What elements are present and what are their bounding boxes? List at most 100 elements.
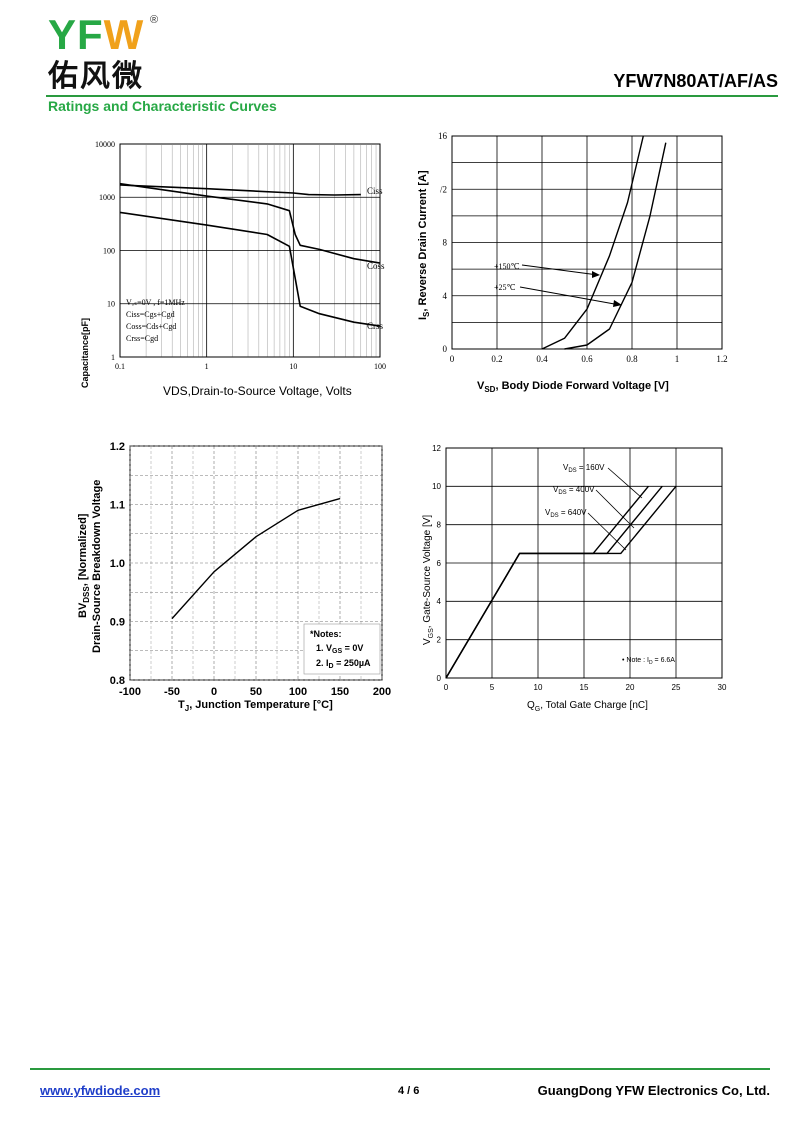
y-tick-label: 4 [443,291,448,301]
capacitance-grid [119,143,381,358]
series-label-coss: Coss [367,261,385,271]
annotation-25c: +25℃ [494,283,516,292]
company-logo: YFW ® 佑风微 [48,14,178,94]
body-diode-grid [451,135,723,350]
breakdown-ylabel-1: BVDSS, [Normalized] [77,513,91,618]
y-tick-label: 1.1 [110,499,125,511]
x-tick-label: 0 [450,354,455,364]
svg-text:VDS = 160V: VDS = 160V [563,463,605,474]
x-tick-label: 0 [444,683,449,692]
y-tick-label: 4 [437,597,442,606]
x-tick-label: 0.8 [626,354,638,364]
x-tick-label: 1 [205,362,209,371]
breakdown-xlabel: TJ, Junction Temperature [°C] [178,699,333,713]
x-tick-label: 0.1 [115,362,125,371]
body-diode-series-0 [541,135,644,350]
part-number: YFW7N80AT/AF/AS [613,71,778,91]
y-tick-label: 1.2 [110,441,125,453]
page-number: 4 / 6 [398,1085,420,1097]
breakdown-ylabel-2: Drain-Source Breakdown Voltage [91,480,103,653]
leader-640v [587,512,627,551]
section-title: Ratings and Characteristic Curves [48,98,277,114]
y-tick-label: 1 [111,353,115,362]
x-tick-label: 1.2 [716,354,727,364]
gate-charge-curves [445,485,677,679]
series-label-ciss: Ciss [367,186,383,196]
website-link[interactable]: www.yfwdiode.com [40,1083,161,1098]
arrowhead-150c [592,271,600,278]
y-tick-label: 0 [437,674,442,683]
capacitance-series-0 [119,184,361,196]
body-diode-xlabel: VSD, Body Diode Forward Voltage [V] [477,380,669,394]
x-tick-label: 100 [374,362,386,371]
series-label-crss: Crss [367,321,384,331]
x-tick-label: 5 [490,683,495,692]
annotation-150c: +150℃ [494,262,520,271]
gate-charge-ticks: 0 5 10 15 20 25 30 0 2 4 6 8 10 12 [432,444,727,692]
breakdown-curves [171,497,341,620]
company-name: GuangDong YFW Electronics Co, Ltd. [537,1083,770,1098]
y-tick-label: 0.9 [110,616,125,628]
x-tick-label: 25 [672,683,681,692]
gate-charge-series-2 [445,485,677,679]
x-tick-label: 150 [331,686,349,698]
x-tick-label: 0 [211,686,217,698]
gate-charge-grid [445,447,723,679]
cap-condition-3: Coss=Cds+Cgd [126,322,176,331]
x-tick-label: 10 [289,362,297,371]
x-tick-label: 15 [580,683,589,692]
notes-text: *Notes: 1. VGS = 0V 2. ID = 250µA [310,629,371,670]
y-tick-label: 12 [432,444,441,453]
svg-text:2. ID = 250µA: 2. ID = 250µA [316,658,371,670]
y-tick-label: 16 [438,131,448,141]
x-tick-label: 30 [718,683,727,692]
footer-divider [30,1068,770,1070]
y-tick-label: 100 [103,246,115,255]
header-divider [46,95,778,97]
leader-400v [595,489,635,529]
x-tick-label: -100 [119,686,141,698]
gate-charge-ylabel: VGS, Gate-Source Voltage [V] [422,515,435,645]
logo-chinese: 佑风微 [48,59,144,94]
y-tick-label: 8 [437,520,442,529]
arrowhead-25c [613,300,622,307]
x-tick-label: 1 [675,354,680,364]
x-tick-label: 100 [289,686,307,698]
x-tick-label: 20 [626,683,635,692]
gate-charge-xlabel: QG, Total Gate Charge [nC] [527,700,648,713]
x-tick-label: 0.2 [491,354,502,364]
vds-labels: VDS = 160V VDS = 400V VDS = 640V • Note … [545,463,675,666]
x-tick-label: 0.4 [536,354,548,364]
notes-box [303,623,381,675]
svg-text:VDS = 400V: VDS = 400V [553,485,595,496]
body-diode-curves [541,135,667,350]
arrow-150c [521,264,599,276]
capacitance-chart: 0.1 1 10 100 1 10 100 1000 10000 Capacitance[pF]… [70,130,400,405]
body-diode-chart-svg: 0 0.2 0.4 0.6 0.8 1 1.2 0 4 8/2 16 IS, Reverse Dra… [417,131,728,394]
capacitance-curves [119,182,381,327]
arrow-25c [519,286,621,306]
breakdown-chart-svg: -100 -50 0 50 100 150 200 0.8 0.9 1.0 1.1 1.2 BVDSS… [77,441,391,713]
y-tick-label: 2 [437,635,442,644]
x-tick-label: 10 [534,683,543,692]
capacitance-series-2 [119,211,381,327]
cap-condition-4: Crss=Cgd [126,334,158,343]
x-tick-label: -50 [164,686,180,698]
x-tick-label: 50 [250,686,262,698]
breakdown-voltage-series-0 [171,497,341,620]
svg-text:*Notes:: *Notes: [310,629,342,639]
y-tick-label: 6 [437,559,442,568]
x-tick-label: 0.6 [581,354,593,364]
svg-text:VDS = 640V: VDS = 640V [545,508,587,519]
breakdown-grid [129,445,383,681]
x-tick-label: 200 [373,686,391,698]
leader-160v [607,467,643,499]
y-tick-label: /2 [440,184,447,194]
y-tick-label: 10000 [95,140,115,149]
cap-condition-1: Vₒₛ=0V , f=1MHz [126,298,185,307]
y-tick-label: 1.0 [110,558,125,570]
svg-text:1. VGS = 0V: 1. VGS = 0V [316,643,363,655]
capacitance-xlabel: VDS,Drain-to-Source Voltage, Volts [163,384,352,398]
